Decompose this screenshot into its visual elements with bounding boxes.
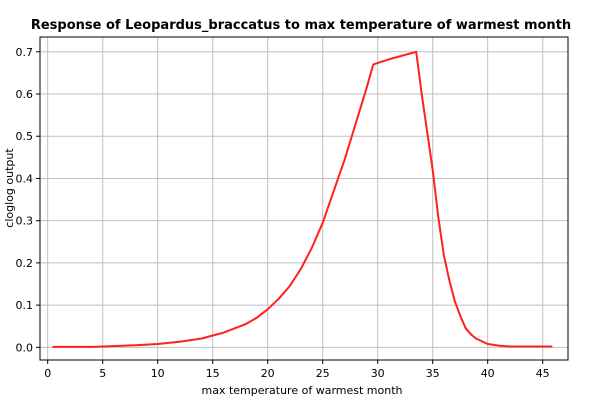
y-axis-label: cloglog output <box>3 148 16 228</box>
x-tick-label: 5 <box>99 367 106 380</box>
series-line <box>52 50 553 348</box>
y-tick-label: 0.5 <box>16 130 34 143</box>
chart-title: Response of Leopardus_braccatus to max t… <box>31 18 571 33</box>
x-tick-label: 20 <box>261 367 275 380</box>
x-tick-label: 15 <box>206 367 220 380</box>
x-tick-label: 10 <box>151 367 165 380</box>
y-tick-label: 0.4 <box>16 172 34 185</box>
grid <box>40 37 568 360</box>
x-axis: 0 5 10 15 20 25 30 35 40 45 <box>44 360 550 380</box>
x-tick-label: 35 <box>426 367 440 380</box>
y-axis: 0.0 0.1 0.2 0.3 0.4 0.5 0.6 0.7 <box>16 46 40 354</box>
y-tick-label: 0.3 <box>16 215 34 228</box>
series-group <box>52 50 553 348</box>
y-tick-label: 0.1 <box>16 299 34 312</box>
x-axis-label: max temperature of warmest month <box>202 384 403 397</box>
y-tick-label: 0.2 <box>16 257 34 270</box>
x-tick-label: 0 <box>44 367 51 380</box>
y-tick-label: 0.0 <box>16 341 34 354</box>
x-tick-label: 30 <box>371 367 385 380</box>
x-tick-label: 40 <box>481 367 495 380</box>
y-tick-label: 0.7 <box>16 46 34 59</box>
x-tick-label: 25 <box>316 367 330 380</box>
x-tick-label: 45 <box>536 367 550 380</box>
y-tick-label: 0.6 <box>16 88 34 101</box>
plot-area <box>39 36 569 361</box>
